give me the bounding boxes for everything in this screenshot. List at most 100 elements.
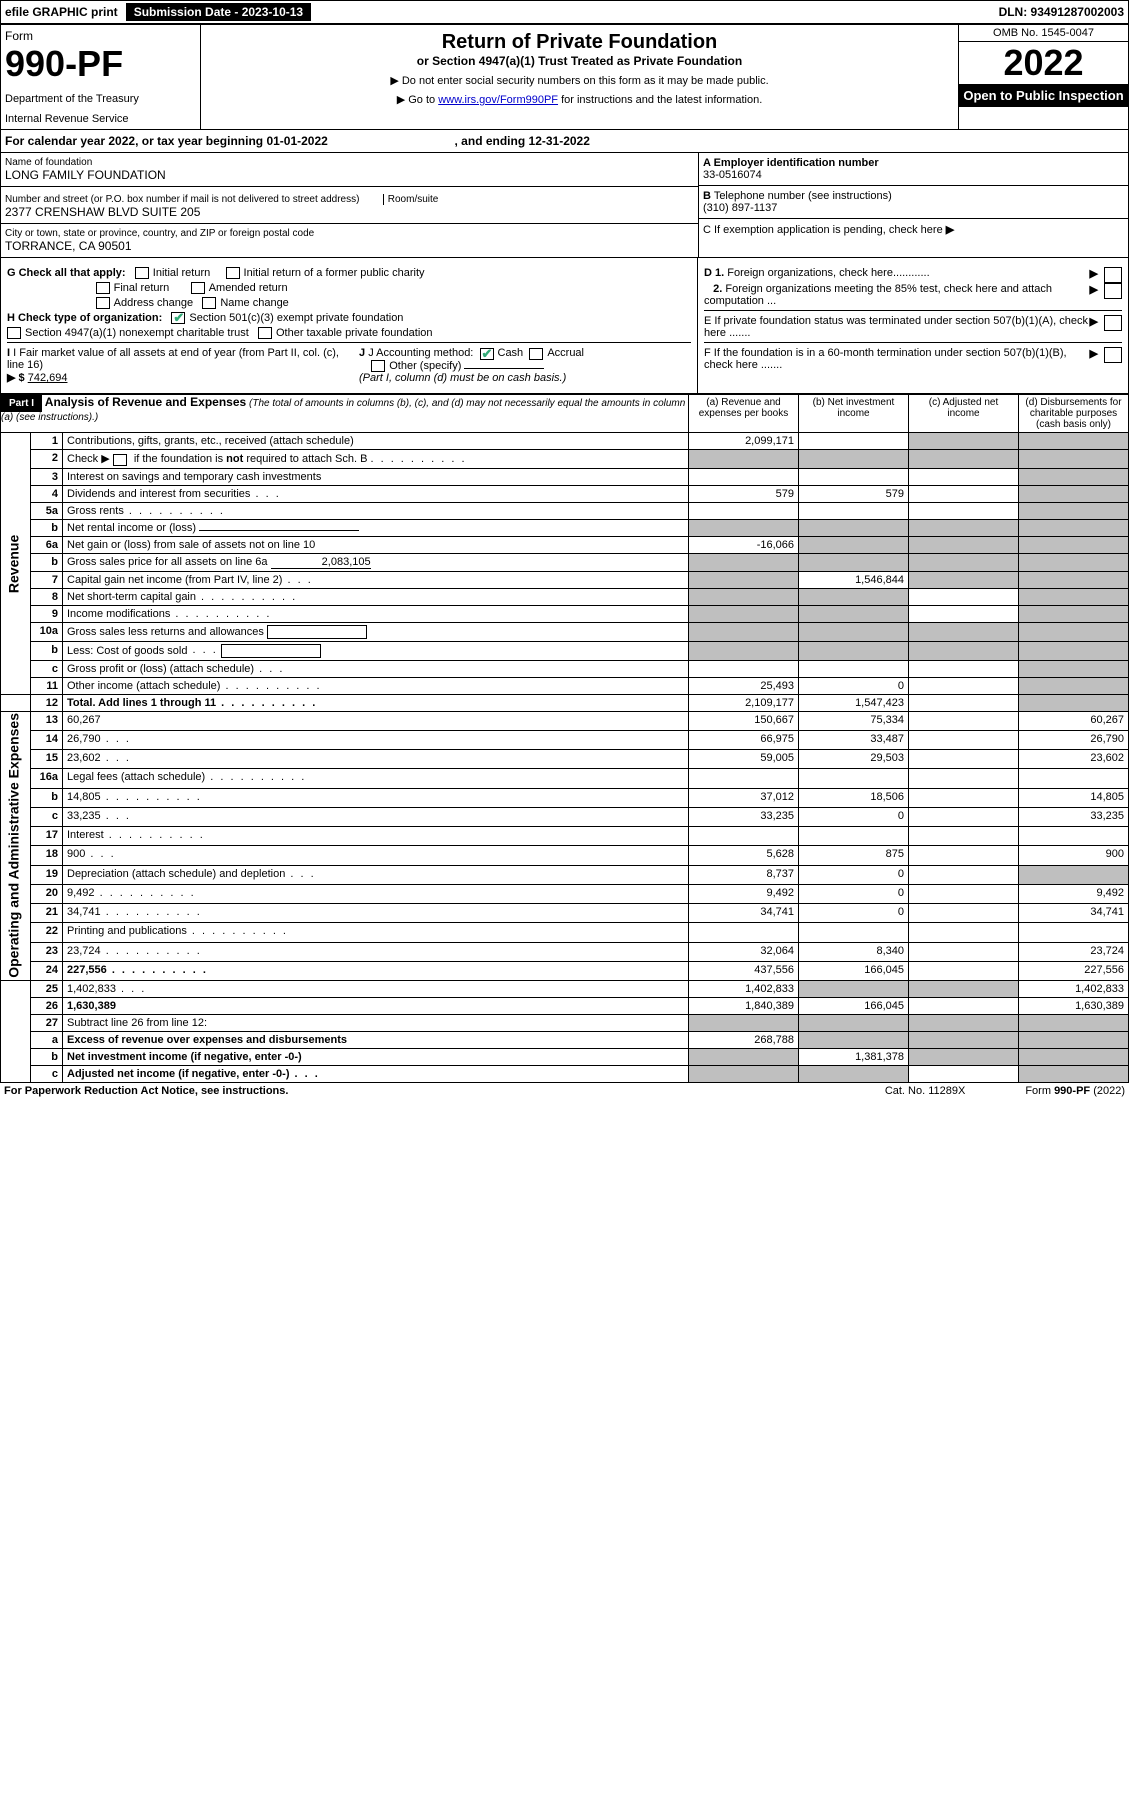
- table-row: 6aNet gain or (loss) from sale of assets…: [1, 536, 1129, 553]
- foundation-name-row: Name of foundation LONG FAMILY FOUNDATIO…: [1, 153, 698, 187]
- cb-d2[interactable]: [1104, 283, 1122, 299]
- h-row: H Check type of organization: Section 50…: [7, 312, 691, 324]
- foundation-name: LONG FAMILY FOUNDATION: [5, 168, 694, 182]
- table-row: bNet rental income or (loss): [1, 519, 1129, 536]
- exemption-pending: C If exemption application is pending, c…: [699, 219, 1128, 240]
- submission-date: Submission Date - 2023-10-13: [126, 3, 311, 21]
- address-row: Number and street (or P.O. box number if…: [1, 187, 698, 224]
- d2-line: ▶ 2. Foreign organizations meeting the 8…: [704, 283, 1122, 307]
- cb-f[interactable]: [1104, 347, 1122, 363]
- header-right: OMB No. 1545-0047 2022 Open to Public In…: [958, 25, 1128, 129]
- cat-no: Cat. No. 11289X: [885, 1085, 966, 1097]
- d1-line: ▶D 1. D 1. Foreign organizations, check …: [704, 267, 1122, 279]
- ein-row: A Employer identification number 33-0516…: [699, 153, 1128, 186]
- cb-other-method[interactable]: [371, 360, 385, 372]
- form-subtitle: or Section 4947(a)(1) Trust Treated as P…: [207, 54, 952, 68]
- fmv-assets: 742,694: [28, 372, 68, 384]
- cb-sch-b[interactable]: [113, 454, 127, 466]
- ein: 33-0516074: [703, 169, 1124, 181]
- table-row: 209,492 9,49209,492: [1, 884, 1129, 903]
- table-row: 10aGross sales less returns and allowanc…: [1, 622, 1129, 641]
- efile-label: efile GRAPHIC print: [5, 5, 118, 19]
- col-b-header: (b) Net investment income: [799, 395, 909, 433]
- table-row: 9Income modifications: [1, 605, 1129, 622]
- cb-4947[interactable]: [7, 327, 21, 339]
- table-row: aExcess of revenue over expenses and dis…: [1, 1032, 1129, 1049]
- cb-501c3[interactable]: [171, 312, 185, 324]
- table-row: 4Dividends and interest from securities …: [1, 485, 1129, 502]
- table-row: cGross profit or (loss) (attach schedule…: [1, 660, 1129, 677]
- table-row: 7Capital gain net income (from Part IV, …: [1, 571, 1129, 588]
- table-row: 2Check ▶ if the foundation is not requir…: [1, 450, 1129, 468]
- dln: DLN: 93491287002003: [999, 5, 1124, 19]
- table-row: bLess: Cost of goods sold: [1, 641, 1129, 660]
- cb-address-change[interactable]: [96, 297, 110, 309]
- table-row: 24227,556 437,556166,045227,556: [1, 962, 1129, 981]
- header-left: Form 990-PF Department of the Treasury I…: [1, 25, 201, 129]
- table-row: b14,805 37,01218,50614,805: [1, 788, 1129, 807]
- checks-block: G Check all that apply: Initial return I…: [0, 258, 1129, 394]
- calendar-year-line: For calendar year 2022, or tax year begi…: [0, 130, 1129, 152]
- omb-number: OMB No. 1545-0047: [959, 25, 1128, 42]
- cb-other-taxable[interactable]: [258, 327, 272, 339]
- irs-label: Internal Revenue Service: [5, 113, 196, 125]
- phone-row: B B Telephone number (see instructions)T…: [699, 186, 1128, 219]
- part1-title: Analysis of Revenue and Expenses: [45, 395, 246, 409]
- form-ref: Form 990-PF (2022): [1025, 1085, 1125, 1097]
- table-row: bGross sales price for all assets on lin…: [1, 553, 1129, 571]
- g-row: G Check all that apply: Initial return I…: [7, 267, 691, 279]
- cb-initial-return[interactable]: [135, 267, 149, 279]
- cb-amended[interactable]: [191, 282, 205, 294]
- form-number: 990-PF: [5, 43, 196, 85]
- table-row: Revenue 1Contributions, gifts, grants, e…: [1, 433, 1129, 450]
- table-row: 251,402,833 1,402,8331,402,833: [1, 981, 1129, 998]
- table-row: Operating and Administrative Expenses 13…: [1, 711, 1129, 730]
- header-center: Return of Private Foundation or Section …: [201, 25, 958, 129]
- table-row: bNet investment income (if negative, ent…: [1, 1049, 1129, 1066]
- city-state-zip: TORRANCE, CA 90501: [5, 239, 694, 253]
- table-row: 3Interest on savings and temporary cash …: [1, 468, 1129, 485]
- expenses-section: Operating and Administrative Expenses: [1, 711, 31, 981]
- city-row: City or town, state or province, country…: [1, 224, 698, 257]
- cb-e[interactable]: [1104, 315, 1122, 331]
- revenue-section: Revenue: [1, 433, 31, 694]
- col-a-header: (a) Revenue and expenses per books: [689, 395, 799, 433]
- table-row: 261,630,389 1,840,389166,0451,630,389: [1, 998, 1129, 1015]
- table-row: 1426,790 66,97533,48726,790: [1, 730, 1129, 749]
- form-note-1: ▶ Do not enter social security numbers o…: [207, 74, 952, 87]
- form-word: Form: [5, 29, 196, 43]
- table-row: 2323,724 32,0648,34023,724: [1, 942, 1129, 961]
- tax-year: 2022: [959, 42, 1128, 84]
- table-row: 27Subtract line 26 from line 12:: [1, 1015, 1129, 1032]
- cb-name-change[interactable]: [202, 297, 216, 309]
- cb-cash[interactable]: [480, 348, 494, 360]
- cb-accrual[interactable]: [529, 348, 543, 360]
- cb-d1[interactable]: [1104, 267, 1122, 283]
- phone: (310) 897-1137: [703, 202, 1124, 214]
- table-row: 1523,602 59,00529,50323,602: [1, 750, 1129, 769]
- top-bar: efile GRAPHIC print Submission Date - 20…: [0, 0, 1129, 24]
- table-row: 19Depreciation (attach schedule) and dep…: [1, 865, 1129, 884]
- open-to-public: Open to Public Inspection: [959, 84, 1128, 107]
- dept-treasury: Department of the Treasury: [5, 93, 196, 105]
- form-header: Form 990-PF Department of the Treasury I…: [0, 24, 1129, 130]
- paperwork-notice: For Paperwork Reduction Act Notice, see …: [4, 1085, 288, 1097]
- instructions-link[interactable]: www.irs.gov/Form990PF: [438, 94, 558, 106]
- table-row: 18900 5,628875900: [1, 846, 1129, 865]
- part1-table: Part I Analysis of Revenue and Expenses …: [0, 394, 1129, 1083]
- table-row: cAdjusted net income (if negative, enter…: [1, 1066, 1129, 1083]
- col-d-header: (d) Disbursements for charitable purpose…: [1019, 395, 1129, 433]
- table-row: 16aLegal fees (attach schedule): [1, 769, 1129, 788]
- part1-label: Part I: [1, 395, 42, 412]
- f-line: ▶F If the foundation is in a 60-month te…: [704, 342, 1122, 371]
- col-c-header: (c) Adjusted net income: [909, 395, 1019, 433]
- room-suite-label: Room/suite: [383, 194, 503, 205]
- table-row: c33,235 33,235033,235: [1, 807, 1129, 826]
- form-title: Return of Private Foundation: [207, 31, 952, 54]
- address: 2377 CRENSHAW BLVD SUITE 205: [5, 205, 694, 219]
- table-row: 5aGross rents: [1, 502, 1129, 519]
- cb-initial-former[interactable]: [226, 267, 240, 279]
- table-row: 12Total. Add lines 1 through 11 2,109,17…: [1, 694, 1129, 711]
- cb-final-return[interactable]: [96, 282, 110, 294]
- table-row: 17Interest: [1, 827, 1129, 846]
